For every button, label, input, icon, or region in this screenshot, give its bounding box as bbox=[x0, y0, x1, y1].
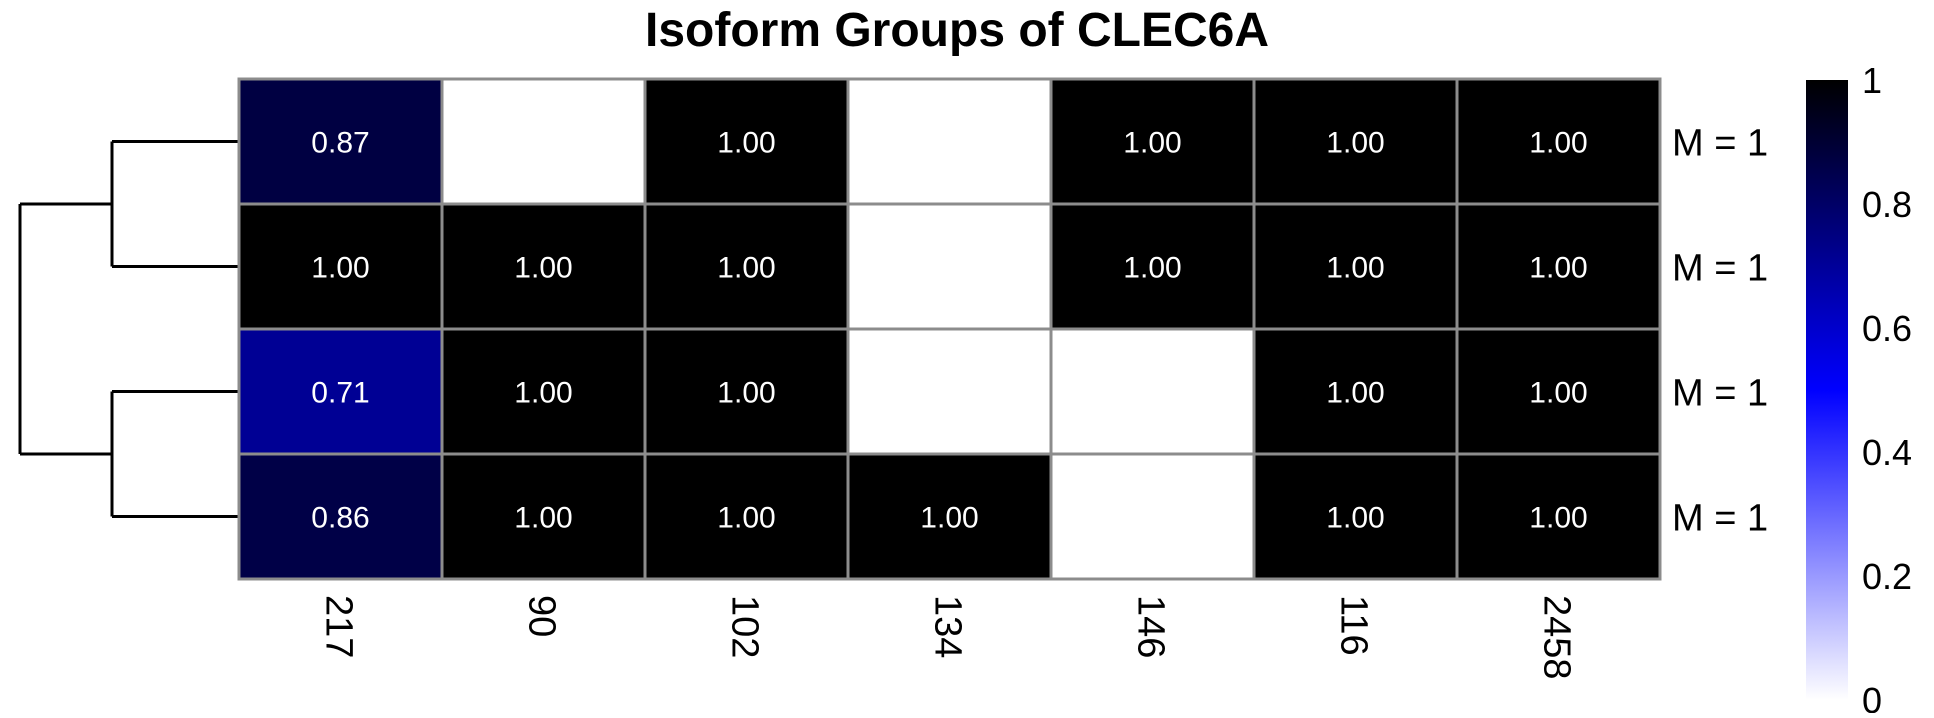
cell-value-label: 1.00 bbox=[717, 252, 775, 285]
heatmap-cell bbox=[237, 452, 444, 581]
heatmap-cell bbox=[1252, 327, 1459, 456]
column-label: 2458 bbox=[1536, 595, 1578, 680]
column-label: 116 bbox=[1333, 595, 1375, 656]
cell-value-label: 1.00 bbox=[1326, 502, 1384, 535]
cell-value-label: 1.00 bbox=[920, 502, 978, 535]
cell-value-label: 1.00 bbox=[1529, 377, 1587, 410]
cell-value-label: 1.00 bbox=[1529, 252, 1587, 285]
cell-value-label: 1.00 bbox=[1123, 252, 1181, 285]
cell-value-label: 1.00 bbox=[1123, 127, 1181, 160]
legend-tick-label: 1 bbox=[1862, 60, 1882, 101]
legend-colorbar bbox=[1806, 80, 1848, 700]
heatmap-cell bbox=[1252, 452, 1459, 581]
heatmap-cell bbox=[1049, 327, 1256, 456]
cell-value-label: 1.00 bbox=[717, 502, 775, 535]
heatmap-cell bbox=[440, 77, 647, 206]
row-dendrogram bbox=[18, 140, 239, 518]
heatmap-cell bbox=[440, 452, 647, 581]
color-legend: 0 0.2 0.4 0.6 0.8 1 bbox=[1806, 60, 1912, 718]
cell-value-label: 1.00 bbox=[1326, 252, 1384, 285]
legend-tick-label: 0 bbox=[1862, 680, 1882, 713]
heatmap-cell bbox=[846, 77, 1053, 206]
cell-value-label: 1.00 bbox=[311, 252, 369, 285]
column-label: 90 bbox=[521, 595, 563, 637]
row-label: M = 1 bbox=[1672, 498, 1768, 540]
row-label: M = 1 bbox=[1672, 248, 1768, 290]
heatmap-cell bbox=[237, 202, 444, 331]
heatmap-cell bbox=[846, 327, 1053, 456]
row-labels: M = 1 M = 1 M = 1 M = 1 bbox=[1672, 123, 1768, 540]
cell-value-label: 0.71 bbox=[311, 377, 369, 410]
legend-tick-label: 0.2 bbox=[1862, 556, 1912, 597]
row-label: M = 1 bbox=[1672, 123, 1768, 165]
column-label: 102 bbox=[724, 595, 766, 658]
legend-tick-label: 0.4 bbox=[1862, 432, 1912, 473]
heatmap-cell bbox=[440, 202, 647, 331]
heatmap-cell bbox=[1455, 327, 1662, 456]
heatmap-cell bbox=[643, 202, 850, 331]
heatmap-grid: 0.87 1.00 1.00 1.00 1.00 1.00 1.00 1.00 1.00 1.00… bbox=[237, 77, 1662, 581]
cell-value-label: 1.00 bbox=[1529, 502, 1587, 535]
heatmap-cell bbox=[643, 452, 850, 581]
heatmap-cell bbox=[1455, 202, 1662, 331]
cell-value-label: 1.00 bbox=[1529, 127, 1587, 160]
cell-value-label: 1.00 bbox=[1326, 127, 1384, 160]
cell-value-label: 1.00 bbox=[717, 127, 775, 160]
heatmap-cell bbox=[1049, 452, 1256, 581]
column-label: 134 bbox=[927, 595, 969, 658]
heatmap-cell bbox=[846, 202, 1053, 331]
column-label: 217 bbox=[318, 595, 360, 658]
legend-tick-label: 0.6 bbox=[1862, 308, 1912, 349]
chart-title: Isoform Groups of CLEC6A bbox=[645, 4, 1269, 57]
cell-value-label: 1.00 bbox=[514, 502, 572, 535]
column-labels: 217 90 102 134 146 116 2458 bbox=[318, 595, 1578, 680]
heatmap-cell bbox=[1049, 202, 1256, 331]
row-label: M = 1 bbox=[1672, 373, 1768, 415]
legend-tick-label: 0.8 bbox=[1862, 184, 1912, 225]
column-label: 146 bbox=[1130, 595, 1172, 658]
cell-value-label: 0.87 bbox=[311, 127, 369, 160]
cell-value-label: 1.00 bbox=[514, 377, 572, 410]
heatmap-cell bbox=[440, 327, 647, 456]
cell-value-label: 1.00 bbox=[717, 377, 775, 410]
cell-value-label: 1.00 bbox=[514, 252, 572, 285]
cell-value-label: 0.86 bbox=[311, 502, 369, 535]
heatmap-cell bbox=[1455, 452, 1662, 581]
cell-value-label: 1.00 bbox=[1326, 377, 1384, 410]
